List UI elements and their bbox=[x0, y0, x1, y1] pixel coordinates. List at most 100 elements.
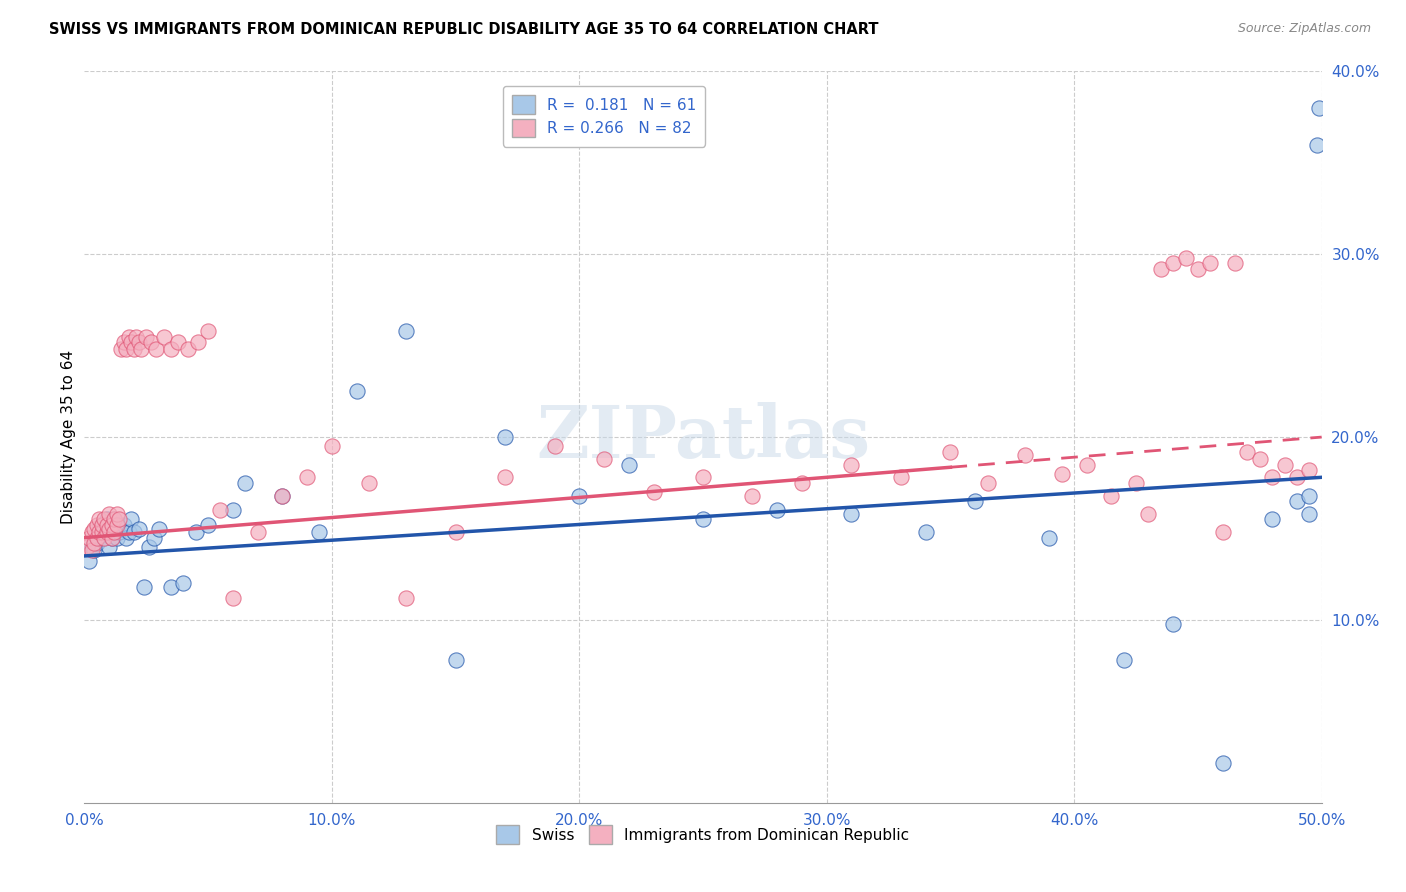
Immigrants from Dominican Republic bbox=[841, 458, 863, 472]
Immigrants from Dominican Republic bbox=[1223, 256, 1246, 270]
Immigrants from Dominican Republic bbox=[100, 531, 122, 545]
Immigrants from Dominican Republic bbox=[152, 329, 174, 343]
Text: SWISS VS IMMIGRANTS FROM DOMINICAN REPUBLIC DISABILITY AGE 35 TO 64 CORRELATION : SWISS VS IMMIGRANTS FROM DOMINICAN REPUB… bbox=[49, 22, 879, 37]
Swiss bbox=[1298, 507, 1320, 521]
Immigrants from Dominican Republic bbox=[395, 591, 418, 605]
Swiss bbox=[1285, 494, 1308, 508]
Immigrants from Dominican Republic bbox=[271, 489, 294, 503]
Immigrants from Dominican Republic bbox=[125, 329, 148, 343]
Immigrants from Dominican Republic bbox=[141, 334, 163, 349]
Immigrants from Dominican Republic bbox=[543, 439, 565, 453]
Immigrants from Dominican Republic bbox=[593, 452, 616, 467]
Immigrants from Dominican Republic bbox=[1125, 475, 1147, 490]
Swiss bbox=[841, 507, 863, 521]
Swiss bbox=[89, 521, 111, 535]
Swiss bbox=[138, 540, 160, 554]
Immigrants from Dominican Republic bbox=[86, 531, 108, 545]
Immigrants from Dominican Republic bbox=[790, 475, 813, 490]
Text: ZIPatlas: ZIPatlas bbox=[536, 401, 870, 473]
Immigrants from Dominican Republic bbox=[79, 531, 101, 545]
Immigrants from Dominican Republic bbox=[187, 334, 209, 349]
Swiss bbox=[79, 554, 101, 568]
Immigrants from Dominican Republic bbox=[494, 470, 516, 484]
Immigrants from Dominican Republic bbox=[83, 521, 105, 535]
Immigrants from Dominican Republic bbox=[105, 517, 128, 532]
Swiss bbox=[197, 517, 219, 532]
Immigrants from Dominican Republic bbox=[89, 512, 111, 526]
Swiss bbox=[271, 489, 294, 503]
Immigrants from Dominican Republic bbox=[129, 343, 152, 357]
Swiss bbox=[395, 324, 418, 338]
Swiss bbox=[1308, 101, 1330, 115]
Immigrants from Dominican Republic bbox=[135, 329, 157, 343]
Immigrants from Dominican Republic bbox=[890, 470, 912, 484]
Swiss bbox=[89, 531, 111, 545]
Swiss bbox=[308, 525, 330, 540]
Immigrants from Dominican Republic bbox=[1212, 525, 1234, 540]
Immigrants from Dominican Republic bbox=[209, 503, 232, 517]
Swiss bbox=[172, 576, 194, 591]
Immigrants from Dominican Republic bbox=[939, 444, 962, 458]
Immigrants from Dominican Republic bbox=[98, 521, 121, 535]
Immigrants from Dominican Republic bbox=[112, 334, 135, 349]
Immigrants from Dominican Republic bbox=[86, 517, 108, 532]
Immigrants from Dominican Republic bbox=[96, 525, 118, 540]
Y-axis label: Disability Age 35 to 64: Disability Age 35 to 64 bbox=[60, 350, 76, 524]
Immigrants from Dominican Republic bbox=[90, 517, 112, 532]
Immigrants from Dominican Republic bbox=[357, 475, 380, 490]
Immigrants from Dominican Republic bbox=[741, 489, 763, 503]
Immigrants from Dominican Republic bbox=[197, 324, 219, 338]
Swiss bbox=[160, 580, 183, 594]
Immigrants from Dominican Republic bbox=[122, 343, 145, 357]
Immigrants from Dominican Republic bbox=[1050, 467, 1073, 481]
Immigrants from Dominican Republic bbox=[128, 334, 150, 349]
Immigrants from Dominican Republic bbox=[1014, 448, 1036, 462]
Swiss bbox=[115, 531, 138, 545]
Immigrants from Dominican Republic bbox=[1261, 470, 1284, 484]
Swiss bbox=[184, 525, 207, 540]
Swiss bbox=[568, 489, 591, 503]
Swiss bbox=[93, 531, 115, 545]
Immigrants from Dominican Republic bbox=[1285, 470, 1308, 484]
Swiss bbox=[122, 525, 145, 540]
Swiss bbox=[86, 536, 108, 550]
Immigrants from Dominican Republic bbox=[1298, 463, 1320, 477]
Swiss bbox=[1112, 653, 1135, 667]
Immigrants from Dominican Republic bbox=[1187, 261, 1209, 276]
Immigrants from Dominican Republic bbox=[167, 334, 190, 349]
Immigrants from Dominican Republic bbox=[115, 343, 138, 357]
Swiss bbox=[233, 475, 256, 490]
Immigrants from Dominican Republic bbox=[105, 507, 128, 521]
Swiss bbox=[148, 521, 170, 535]
Swiss bbox=[90, 525, 112, 540]
Immigrants from Dominican Republic bbox=[1236, 444, 1258, 458]
Immigrants from Dominican Republic bbox=[976, 475, 998, 490]
Swiss bbox=[692, 512, 714, 526]
Swiss bbox=[100, 525, 122, 540]
Swiss bbox=[96, 512, 118, 526]
Swiss bbox=[1038, 531, 1060, 545]
Immigrants from Dominican Republic bbox=[108, 512, 131, 526]
Swiss bbox=[93, 521, 115, 535]
Immigrants from Dominican Republic bbox=[118, 329, 141, 343]
Swiss bbox=[98, 517, 121, 532]
Immigrants from Dominican Republic bbox=[1137, 507, 1160, 521]
Immigrants from Dominican Republic bbox=[83, 536, 105, 550]
Immigrants from Dominican Republic bbox=[692, 470, 714, 484]
Immigrants from Dominican Republic bbox=[177, 343, 200, 357]
Immigrants from Dominican Republic bbox=[1076, 458, 1098, 472]
Text: Source: ZipAtlas.com: Source: ZipAtlas.com bbox=[1237, 22, 1371, 36]
Swiss bbox=[1261, 512, 1284, 526]
Swiss bbox=[128, 521, 150, 535]
Swiss bbox=[1298, 489, 1320, 503]
Swiss bbox=[346, 384, 368, 399]
Swiss bbox=[118, 525, 141, 540]
Swiss bbox=[1212, 756, 1234, 770]
Swiss bbox=[103, 512, 125, 526]
Swiss bbox=[914, 525, 936, 540]
Immigrants from Dominican Republic bbox=[96, 517, 118, 532]
Swiss bbox=[222, 503, 245, 517]
Swiss bbox=[98, 540, 121, 554]
Immigrants from Dominican Republic bbox=[110, 343, 132, 357]
Immigrants from Dominican Republic bbox=[1274, 458, 1296, 472]
